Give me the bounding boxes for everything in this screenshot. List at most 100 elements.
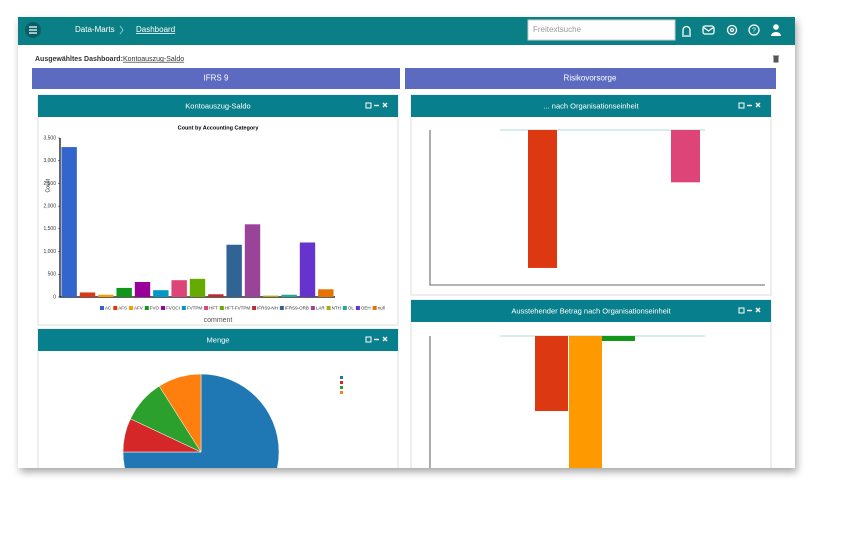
panel-title: Ausstehender Betrag nach Organisationsei…: [511, 306, 671, 315]
search-input[interactable]: [527, 19, 676, 41]
legend-swatch: [161, 306, 166, 310]
y-axis-label: Count: [45, 179, 51, 193]
legend-swatch: [129, 306, 134, 310]
y-tick-label: 1,000: [43, 249, 56, 255]
delete-icon[interactable]: [773, 55, 779, 63]
tab-label: IFRS 9: [204, 74, 229, 83]
legend-swatch: [342, 306, 347, 310]
legend-label: OEH: [361, 306, 371, 311]
y-tick-label: 500: [48, 272, 57, 278]
svg-text:?: ?: [752, 27, 756, 34]
legend-label: HFT-FVTPM: [225, 306, 250, 311]
legend-swatch: [355, 306, 360, 310]
y-tick-label: 3,000: [43, 158, 56, 164]
legend-swatch: [204, 306, 209, 310]
panel: [37, 94, 399, 326]
legend-label: null: [378, 306, 385, 311]
bar: [171, 280, 187, 297]
breadcrumb-app[interactable]: Data-Marts: [75, 25, 115, 34]
y-tick-label: 1,500: [43, 226, 56, 232]
legend-label: OL: [348, 306, 355, 311]
legend-swatch: [326, 306, 331, 310]
legend-label: FVO: [150, 306, 160, 311]
bar: [244, 224, 261, 297]
legend-swatch: [181, 306, 186, 310]
legend-label: AC: [105, 306, 112, 311]
legend-label: AFV: [134, 306, 143, 311]
settings-icon[interactable]: [726, 24, 738, 36]
axis: [59, 138, 335, 298]
help-icon[interactable]: [748, 24, 760, 36]
panel-title: Menge: [207, 335, 230, 344]
y-tick-label: 2,500: [43, 181, 56, 187]
legend-swatch: [279, 306, 284, 310]
tab-label: Risikovorsorge: [564, 74, 617, 83]
legend-label: IFRS9-ORB: [285, 306, 309, 311]
legend-swatch: [340, 391, 343, 394]
legend-swatch: [340, 381, 343, 384]
expand-icon[interactable]: [365, 102, 372, 109]
axis: [429, 130, 765, 286]
legend-label: IFRS9-NH: [257, 306, 278, 311]
axis: [429, 336, 431, 468]
legend-swatch: [219, 306, 224, 310]
bar: [602, 336, 635, 341]
bar: [153, 290, 169, 297]
mail-icon[interactable]: [702, 25, 715, 35]
expand-icon[interactable]: [738, 102, 745, 109]
legend-swatch: [310, 306, 315, 310]
y-tick-label: 2,000: [43, 203, 56, 209]
x-axis-label: comment: [204, 317, 233, 324]
legend-swatch: [144, 306, 149, 310]
bar: [208, 294, 224, 297]
y-tick-label: 0: [53, 294, 56, 300]
tab[interactable]: [405, 68, 776, 89]
legend-swatch: [113, 306, 118, 310]
expand-icon[interactable]: [365, 336, 372, 343]
legend-swatch: [340, 386, 343, 389]
top-bar: [18, 17, 795, 45]
panel-title: Kontoauszug-Saldo: [185, 101, 250, 110]
bar: [98, 294, 114, 297]
expand-icon[interactable]: [738, 307, 745, 314]
panel-header: [38, 329, 398, 351]
panel: [410, 94, 772, 296]
search-placeholder: Freitextsuche: [533, 25, 582, 34]
bar: [299, 242, 316, 297]
bar: [116, 287, 132, 297]
bell-icon[interactable]: [682, 25, 691, 37]
bar: [569, 336, 602, 468]
panel-header: [411, 95, 771, 117]
panel-title: ... nach Organisationseinheit: [543, 101, 639, 110]
legend-label: NTH: [332, 306, 341, 311]
close-icon: [382, 336, 388, 342]
legend-swatch: [252, 306, 257, 310]
pie-slice: [122, 373, 280, 468]
bar: [671, 130, 700, 183]
bar: [79, 292, 96, 297]
close-icon: [755, 307, 761, 313]
bar: [189, 278, 206, 297]
bar: [134, 282, 151, 297]
bar: [318, 289, 334, 297]
close-icon: [382, 102, 388, 108]
y-tick-label: 3,500: [43, 135, 56, 141]
legend-swatch: [372, 306, 377, 310]
user-icon[interactable]: [773, 24, 779, 30]
breadcrumb-page[interactable]: Dashboard: [136, 25, 175, 34]
bar: [528, 130, 557, 268]
bar: [535, 336, 568, 412]
bar: [61, 147, 77, 297]
chart-title: Count by Accounting Category: [178, 125, 260, 131]
legend-swatch: [340, 376, 343, 379]
dashboard-name[interactable]: Kontoauszug-Saldo: [123, 56, 184, 63]
bar: [226, 244, 242, 297]
pie-slice: [158, 373, 202, 453]
bar: [263, 295, 279, 297]
dashboard-label: Ausgewähltes Dashboard:: [35, 56, 123, 63]
legend-label: FVTPM: [187, 306, 203, 311]
tab[interactable]: [32, 68, 400, 89]
panel-header: [38, 95, 398, 117]
close-icon: [755, 102, 761, 108]
